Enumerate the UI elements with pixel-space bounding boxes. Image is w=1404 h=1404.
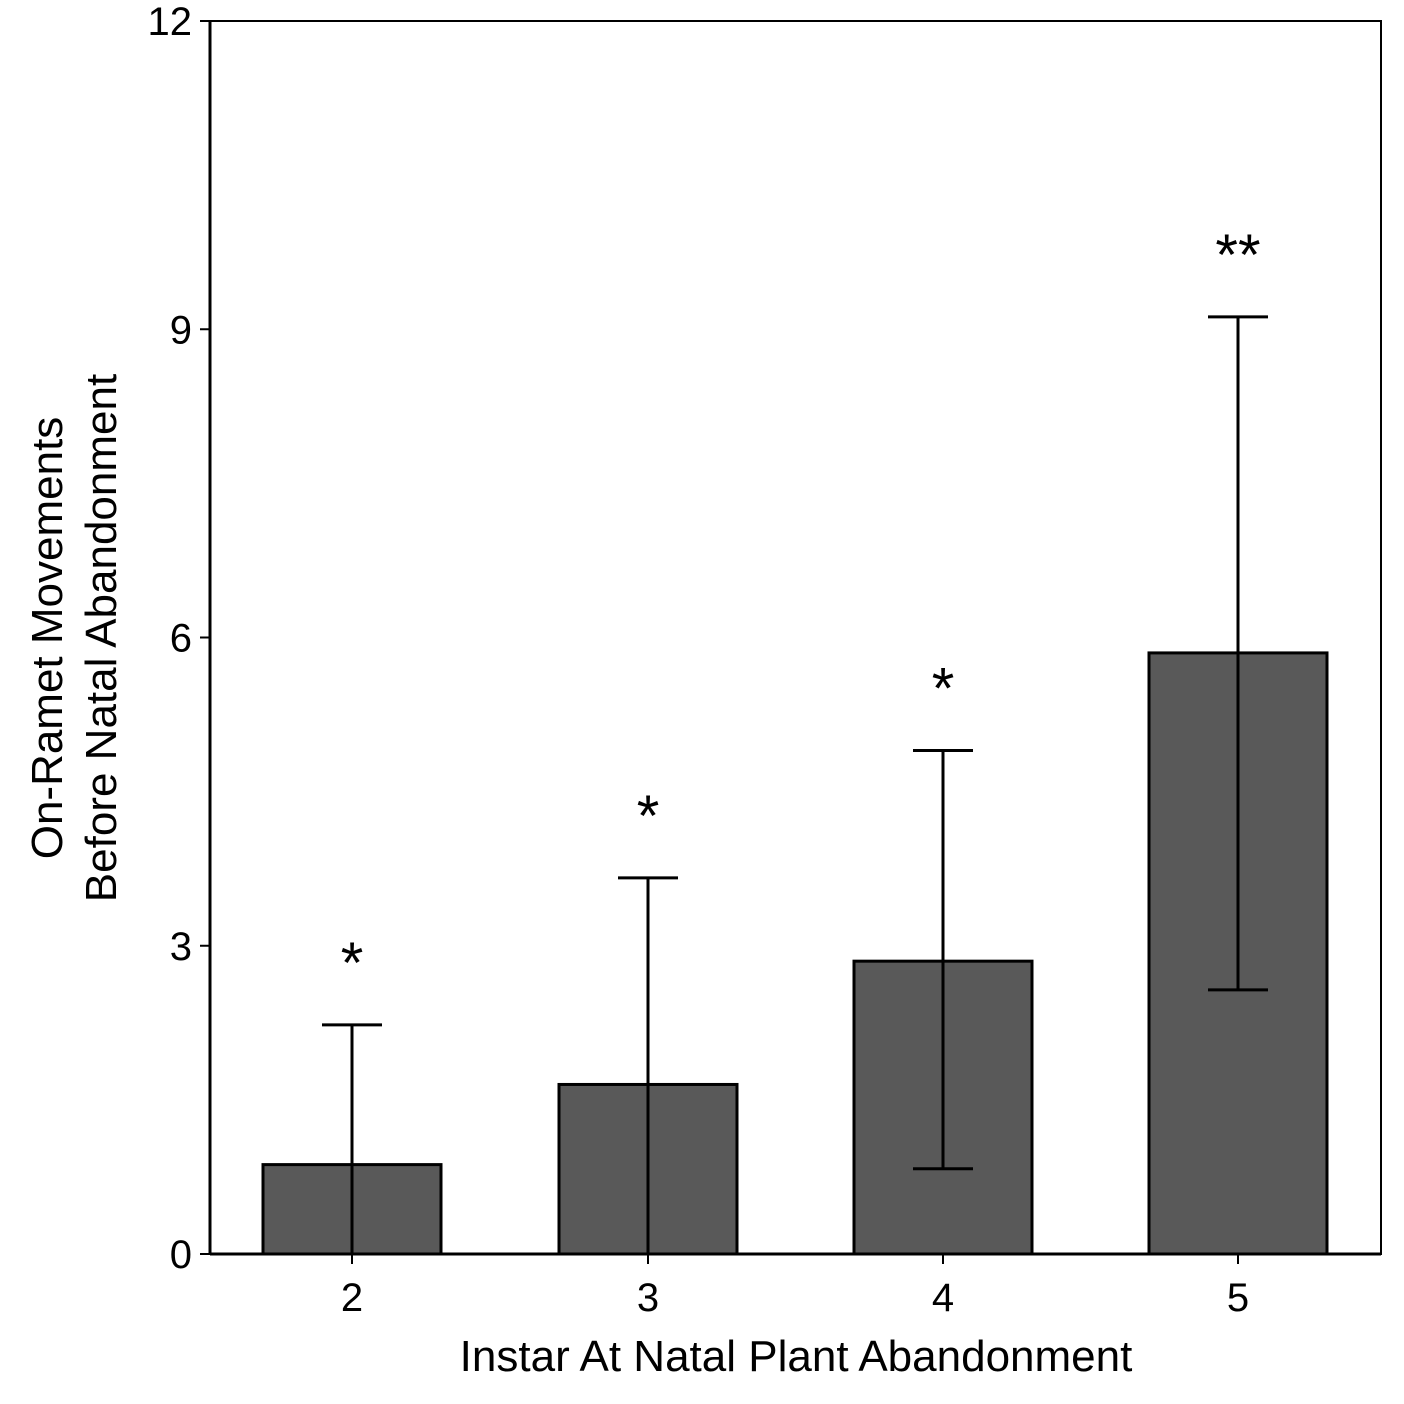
y-tick-label-6: 6 <box>170 617 192 661</box>
x-axis-title: Instar At Natal Plant Abandonment <box>460 1332 1133 1381</box>
significance-marker-5: ** <box>1215 223 1260 288</box>
y-ticks-layer: 0 3 6 9 12 <box>148 0 210 1277</box>
y-axis-title-line-1: On-Ramet Movements <box>23 417 72 860</box>
significance-marker-4: * <box>932 657 955 722</box>
y-tick-label-9: 9 <box>170 308 192 352</box>
significance-layer: ***** <box>341 223 1261 996</box>
significance-marker-3: * <box>637 784 660 849</box>
y-tick-label-3: 3 <box>170 925 192 969</box>
bars-layer <box>261 651 1329 1256</box>
y-tick-label-0: 0 <box>170 1233 192 1277</box>
y-axis-title-group: On-Ramet Movements Before Natal Abandonm… <box>23 374 126 902</box>
x-ticks-layer: 2 3 4 5 <box>341 1254 1249 1320</box>
y-tick-label-12: 12 <box>148 0 193 44</box>
y-axis-title-line-2: Before Natal Abandonment <box>77 374 126 902</box>
x-tick-label-3: 3 <box>637 1276 659 1320</box>
x-tick-label-4: 4 <box>932 1276 954 1320</box>
error-bars-layer <box>322 315 1268 1254</box>
x-tick-label-2: 2 <box>341 1276 363 1320</box>
x-tick-label-5: 5 <box>1227 1276 1249 1320</box>
significance-marker-2: * <box>341 931 364 996</box>
